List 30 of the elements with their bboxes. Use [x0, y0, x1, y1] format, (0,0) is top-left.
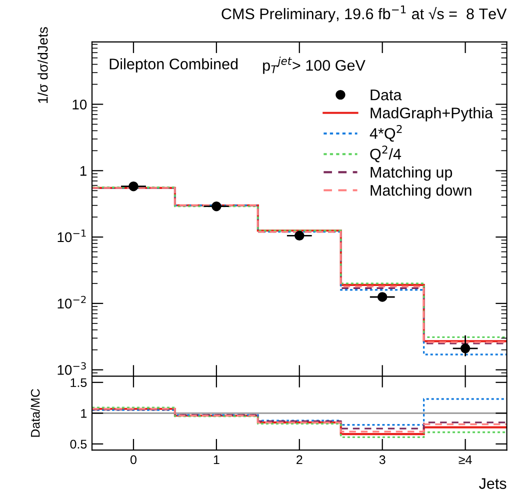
y-tick-label: 1.5	[70, 378, 87, 388]
point	[294, 230, 304, 241]
x-tick-label: ≥4	[458, 455, 472, 464]
legend-label: Matching down	[370, 184, 472, 199]
annotation: p$_{T}$$^{jet}$> 100 GeV	[263, 56, 366, 74]
y-tick-label: 10	[72, 100, 87, 110]
x-tick-label: 3	[379, 455, 386, 464]
legend-label: Q$^{2}$/4	[370, 146, 402, 162]
chart-title: CMS Preliminary, 19.6 fb$^{−1}$ at √s = 8 TeV	[222, 5, 507, 22]
y-tick-label: 10$^{−1}$	[58, 230, 86, 242]
legend-label: MadGraph+Pythia	[370, 107, 494, 122]
legend-label: Matching up	[370, 166, 452, 181]
legend-label: 4*Q$^{2}$	[370, 124, 402, 142]
annotation: Dilepton Combined	[110, 58, 238, 72]
point	[460, 344, 470, 354]
point	[212, 201, 222, 212]
y-tick-label: 1	[81, 409, 87, 418]
legend-label: Data	[370, 90, 402, 100]
x-tick-label: 0	[130, 455, 136, 464]
point	[128, 182, 138, 192]
x-axis-title: Jets	[479, 478, 506, 489]
point	[378, 292, 388, 302]
y-axis-title: 1/σ dσ/dJets	[38, 27, 48, 103]
y-tick-label: 10$^{−2}$	[58, 296, 86, 308]
x-tick-label: 1	[214, 455, 220, 464]
y-tick-label: 0.5	[70, 440, 87, 449]
y-axis-title: Data/MC	[30, 388, 40, 437]
y-tick-label: 10$^{−3}$	[58, 362, 86, 375]
y-tick-label: 1	[80, 166, 86, 176]
x-tick-label: 2	[296, 455, 302, 464]
